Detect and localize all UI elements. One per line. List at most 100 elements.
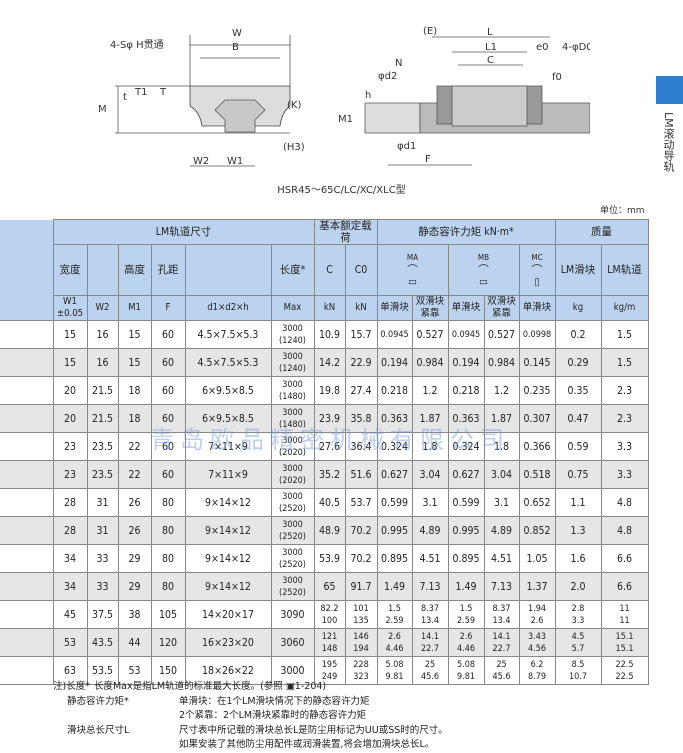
diagram-label: e0 [536, 42, 549, 53]
table-cell: 1.2 [483, 376, 520, 405]
table-cell: 51.6 [344, 460, 378, 489]
table-cell: 29 [117, 572, 152, 601]
spec-table: LM轨道尺寸 基本额定载荷 静态容许力矩 kN·m* 质量 宽度 高度 孔距 长… [0, 219, 649, 685]
table-row: 34 33 29 80 9×14×12 3000 (2520) 53.9 70.2 0.895 4… [0, 544, 649, 573]
table-cell: 0.235 [518, 376, 556, 405]
table-row: 63 53.5 53 150 18×26×22 3000 195 249 228 323 5.0… [0, 656, 649, 685]
table-cell: 8.37 13.4 [483, 600, 520, 629]
diagram-label: W2 [193, 156, 209, 167]
table-cell: 14.1 22.7 [411, 628, 449, 657]
table-cell: 33 [86, 572, 119, 601]
table-cell: 0.75 [554, 460, 602, 489]
table-cell: 0.363 [447, 404, 485, 433]
diagram-label: 4-Sφ H贯通 [110, 39, 164, 51]
ma-label: MA [406, 253, 419, 262]
table-cell: 0.0998 [518, 320, 556, 349]
table-cell: 0.599 [447, 488, 485, 517]
table-cell: 0.0945 [376, 320, 413, 349]
table-cell: 15 [117, 348, 152, 377]
table-cell: 3000 (2520) [270, 544, 315, 573]
table-cell: 3000 (1480) [270, 376, 315, 405]
group-header: 静态容许力矩 kN·m* [376, 219, 556, 245]
unit-header: M1 [117, 295, 152, 321]
diagram-label: (E) [423, 26, 437, 37]
moment-header-mc: MC ⌒ ▯ [518, 244, 556, 296]
table-cell: 20 [52, 404, 88, 433]
diagram-label: f0 [552, 72, 562, 83]
table-cell: 0.599 [376, 488, 413, 517]
unit-label: 单位：mm [600, 206, 645, 216]
table-cell: 22 [117, 432, 152, 461]
col-header: C [313, 244, 346, 296]
table-cell: 15 [52, 348, 88, 377]
blank-cell [0, 600, 54, 629]
table-cell: 3000 (2020) [270, 460, 315, 489]
diagram-label: φd2 [378, 71, 397, 82]
table-cell: 15 [117, 320, 152, 349]
table-row: 45 37.5 38 105 14×20×17 3090 82.2 100 101 135 1.… [0, 600, 649, 629]
moment-mc-icon: ⌒ ▯ [531, 264, 543, 288]
table-cell: 6.6 [600, 544, 649, 573]
blank-cell [0, 572, 54, 601]
table-cell: 4.89 [411, 516, 449, 545]
note-row: 如果安装了其他防尘用配件或润滑装置,将会增加滑块总长L。 [53, 738, 448, 753]
table-cell: 21.5 [86, 404, 119, 433]
table-row: 15 16 15 60 4.5×7.5×5.3 3000 (1240) 14.2 22.9 0.… [0, 348, 649, 377]
note-text: 长度Max是指LM轨道的标准最大长度。(参照 ▣1-204) [93, 681, 327, 692]
note-row: 静态容许力矩* 单滑块：在1个LM滑块情况下的静态容许力矩 [53, 695, 448, 710]
table-row: 28 31 26 80 9×14×12 3000 (2520) 40.5 53.7 0.599 3… [0, 488, 649, 517]
unit-header: 双滑块紧靠 [411, 295, 449, 321]
table-cell: 2.0 [554, 572, 602, 601]
table-cell: 18 [117, 376, 152, 405]
diagram-label: 4-φD0 [562, 42, 590, 53]
table-cell: 22.5 22.5 [600, 656, 649, 685]
unit-header: 双滑块紧靠 [483, 295, 520, 321]
table-cell: 23.5 [86, 460, 119, 489]
table-cell: 1.49 [376, 572, 413, 601]
table-cell: 35.8 [344, 404, 378, 433]
table-cell: 6×9.5×8.5 [184, 376, 272, 405]
table-cell: 2.8 3.3 [554, 600, 602, 629]
diagram-label: t [123, 92, 127, 103]
note-row: 2个紧靠：2个LM滑块紧靠时的静态容许力矩 [53, 709, 448, 724]
table-cell: 82.2 100 [313, 600, 346, 629]
table-cell: 53 [117, 656, 152, 685]
table-cell: 0.194 [447, 348, 485, 377]
table-cell: 0.984 [483, 348, 520, 377]
col-header: 孔距 [150, 244, 186, 296]
table-cell: 34 [52, 544, 88, 573]
col-header: 长度* [270, 244, 315, 296]
table-cell: 195 249 [313, 656, 346, 685]
table-cell: 53.5 [86, 656, 119, 685]
table-cell: 9×14×12 [184, 572, 272, 601]
table-cell: 1.8 [411, 432, 449, 461]
table-cell: 60 [150, 320, 186, 349]
table-cell: 7.13 [483, 572, 520, 601]
blank-cell [0, 219, 54, 321]
table-cell: 7×11×9 [184, 460, 272, 489]
table-cell: 14.1 22.7 [483, 628, 520, 657]
note-text: 尺寸表中所记载的滑块总长L是防尘用标记为UU或SS时的尺寸。 [179, 724, 448, 736]
unit-header: 单滑块 [376, 295, 413, 321]
note-key: 注)长度* [53, 681, 90, 692]
table-cell: 65 [313, 572, 346, 601]
blank-cell [0, 544, 54, 573]
table-cell: 23.5 [86, 432, 119, 461]
table-cell: 0.627 [447, 460, 485, 489]
mb-label: MB [477, 253, 490, 262]
section-tab[interactable] [656, 76, 683, 104]
table-cell: 53 [52, 628, 88, 657]
table-cell: 0.145 [518, 348, 556, 377]
unit-header: d1×d2×h [184, 295, 272, 321]
table-cell: 20 [52, 376, 88, 405]
table-cell: 53.7 [344, 488, 378, 517]
table-cell: 28 [52, 516, 88, 545]
table-cell: 4.8 [600, 488, 649, 517]
table-cell: 15.1 15.1 [600, 628, 649, 657]
table-cell: 31 [86, 488, 119, 517]
table-cell: 0.652 [518, 488, 556, 517]
table-cell: 16×23×20 [184, 628, 272, 657]
moment-ma-icon: ⌒ ▭ [407, 264, 418, 288]
table-row: 28 31 26 80 9×14×12 3000 (2520) 48.9 70.2 0.995 4… [0, 516, 649, 545]
section-label: LM滚动导轨 [662, 112, 675, 172]
